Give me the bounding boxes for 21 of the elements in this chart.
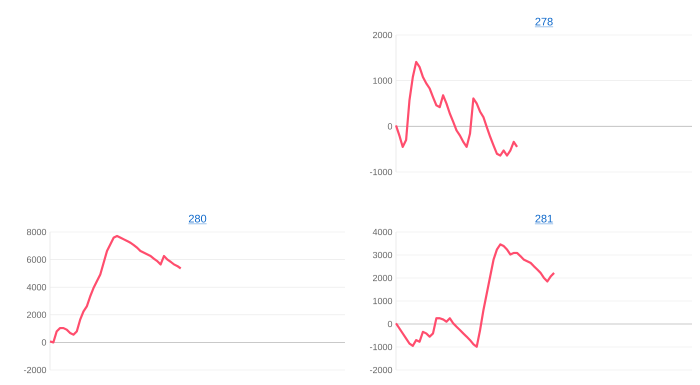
y-tick-label: -1000 [370, 168, 392, 176]
y-tick-label: 2000 [372, 32, 392, 38]
y-tick-label: 2000 [26, 312, 46, 318]
y-tick-label: 1000 [373, 298, 392, 304]
y-tick-label: 4000 [372, 228, 392, 236]
chart-title: 280 [188, 214, 206, 222]
y-tick-label: 2000 [372, 274, 392, 282]
y-tick-label: 8000 [26, 228, 46, 236]
chart-title: 281 [535, 214, 553, 223]
y-tick-label: -2000 [24, 366, 46, 374]
y-tick-label: 1000 [373, 77, 392, 84]
y-tick-label: -1000 [370, 344, 392, 350]
y-tick-label: 0 [388, 123, 392, 130]
y-tick-label: -2000 [370, 366, 392, 374]
y-tick-label: 4000 [26, 284, 46, 290]
chart-title: 278 [535, 18, 553, 26]
y-tick-label: 6000 [26, 256, 46, 263]
y-tick-label: 3000 [372, 252, 392, 258]
y-tick-label: 0 [388, 320, 392, 328]
line-series [394, 60, 518, 157]
y-tick-label: 0 [42, 339, 46, 346]
